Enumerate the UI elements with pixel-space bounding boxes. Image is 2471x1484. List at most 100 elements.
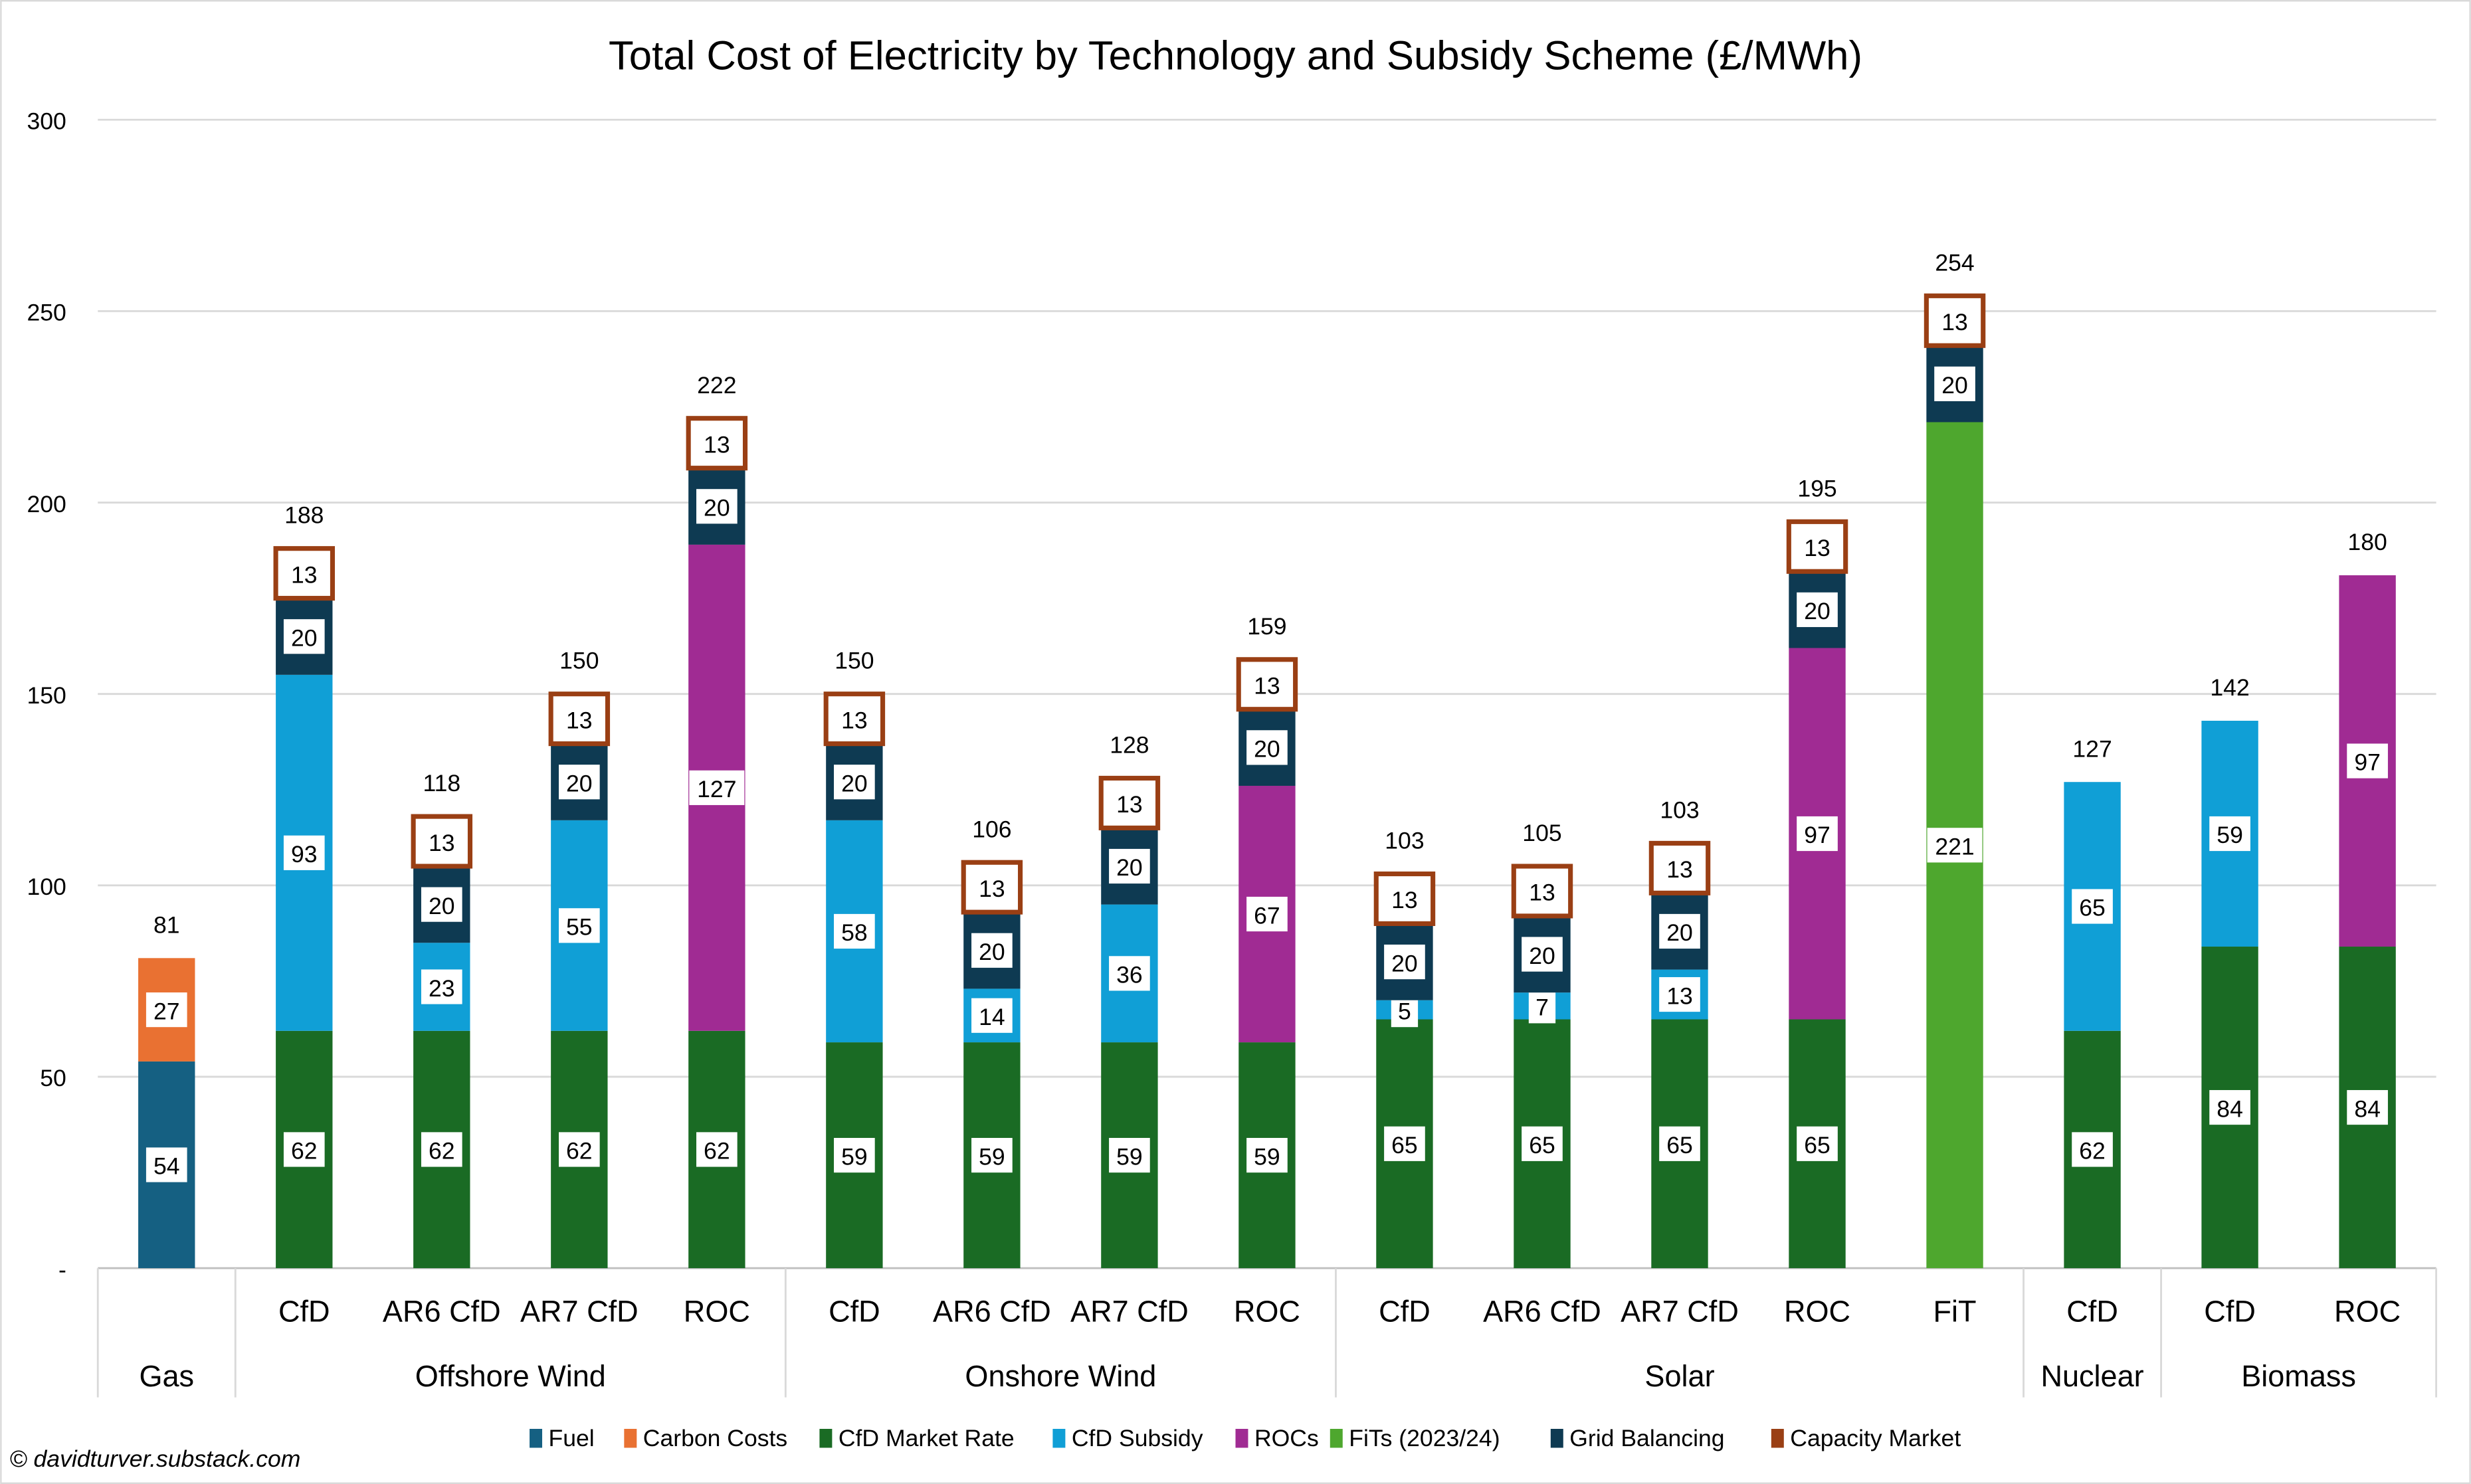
data-label: 20 — [704, 495, 730, 521]
data-label: 84 — [2217, 1095, 2243, 1122]
data-label-box — [1659, 1126, 1700, 1161]
data-label: 127 — [697, 776, 736, 802]
data-label: 13 — [1116, 791, 1143, 818]
data-label: 65 — [1804, 1132, 1830, 1159]
total-label: 222 — [697, 372, 736, 399]
data-label-box — [696, 1132, 738, 1167]
data-label: 13 — [1804, 535, 1830, 561]
data-label: 20 — [1941, 372, 1968, 399]
legend-swatch — [819, 1428, 833, 1448]
total-label: 188 — [284, 502, 324, 529]
legend-label: FiTs (2023/24) — [1349, 1425, 1500, 1451]
group-label: Nuclear — [2040, 1359, 2143, 1393]
data-label: 58 — [841, 919, 868, 946]
data-label: 62 — [2079, 1138, 2106, 1164]
legend-swatch — [1550, 1428, 1563, 1448]
data-label-box — [1659, 913, 1700, 949]
data-label-box — [689, 770, 745, 805]
x-tick-label: CfD — [1379, 1295, 1431, 1329]
total-label: 105 — [1522, 820, 1561, 846]
x-tick-label: AR7 CfD — [1621, 1295, 1739, 1329]
chart-title: Total Cost of Electricity by Technology … — [609, 33, 1862, 78]
bar-stack: 84 97 180 — [2339, 529, 2396, 1269]
data-label: 97 — [2354, 749, 2381, 776]
data-label-box — [2072, 889, 2113, 924]
data-label-box — [1659, 976, 1700, 1012]
data-label-box — [1797, 592, 1838, 627]
data-label-box — [2209, 816, 2250, 852]
total-label: 128 — [1110, 732, 1149, 759]
data-label-box — [1246, 896, 1288, 932]
legend-item: Fuel — [530, 1425, 595, 1451]
bar-segment — [1511, 864, 1573, 919]
bars: 5427816293201318862232013118625520131506… — [138, 249, 2396, 1269]
data-label: 67 — [1254, 902, 1280, 929]
legend-label: ROCs — [1254, 1425, 1319, 1451]
x-tick-label: AR6 CfD — [1483, 1295, 1601, 1329]
legend-swatch — [530, 1428, 543, 1448]
legend-swatch — [1771, 1428, 1784, 1448]
bar-stack: 59 14 20 13 106 — [961, 816, 1023, 1269]
bar-stack: 62 127 20 13 222 — [686, 372, 748, 1269]
total-label: 103 — [1660, 796, 1699, 823]
data-label: 36 — [1116, 962, 1143, 988]
data-label: 97 — [1804, 822, 1830, 848]
y-axis-ticks: - 50 100 150 200 250 300 — [27, 108, 66, 1283]
x-tick-label: ROC — [1784, 1295, 1850, 1329]
x-tick-label: CfD — [2066, 1295, 2118, 1329]
bar-stack: 221 20 13 254 — [1924, 249, 1986, 1269]
total-label: 254 — [1935, 249, 1974, 276]
data-label: 13 — [1529, 880, 1555, 906]
data-label: 20 — [1391, 950, 1418, 976]
legend-swatch — [1052, 1428, 1066, 1448]
bar-segment — [411, 814, 473, 869]
data-label-box — [558, 765, 600, 800]
footer-credit: © davidturver.substack.com — [9, 1445, 300, 1472]
gridlines — [98, 118, 2436, 1269]
data-label: 62 — [429, 1138, 455, 1164]
bar-stack: 65 97 20 13 195 — [1786, 475, 1848, 1269]
x-tick-label: CfD — [829, 1295, 880, 1329]
bar-segment — [548, 692, 611, 747]
bar-segment — [273, 546, 336, 601]
data-label: 20 — [291, 624, 318, 651]
data-label: 59 — [1116, 1143, 1143, 1170]
legend-item: CfD Market Rate — [819, 1425, 1015, 1451]
bar-stack: 54 27 81 — [138, 911, 195, 1269]
data-label-box — [2072, 1132, 2113, 1167]
data-label-box — [421, 887, 462, 922]
total-label: 127 — [2072, 735, 2112, 762]
data-label: 5 — [1398, 998, 1411, 1024]
legend-item: Grid Balancing — [1550, 1425, 1725, 1451]
bar-segment — [823, 692, 886, 747]
total-label: 106 — [972, 816, 1011, 842]
legend-label: CfD Market Rate — [839, 1425, 1015, 1451]
legend-item: FiTs (2023/24) — [1330, 1425, 1500, 1451]
bar-stack: 59 67 20 13 159 — [1236, 613, 1298, 1269]
bar-stack: 59 36 20 13 128 — [1098, 732, 1161, 1269]
bar-stack: 65 5 20 13 103 — [1373, 828, 1436, 1269]
data-label-box — [146, 1147, 187, 1182]
data-label: 13 — [291, 561, 318, 588]
legend-item: CfD Subsidy — [1052, 1425, 1203, 1451]
bar-stack: 65 7 20 13 105 — [1511, 820, 1573, 1269]
data-label: 20 — [1666, 919, 1693, 946]
legend: Fuel Carbon Costs CfD Market Rate CfD Subsi… — [530, 1425, 1961, 1451]
total-label: 150 — [835, 648, 874, 674]
data-label-box — [2347, 743, 2388, 779]
data-label: 62 — [566, 1138, 593, 1164]
total-label: 103 — [1385, 828, 1424, 854]
data-label: 54 — [153, 1153, 180, 1180]
bar-segment — [1373, 871, 1436, 926]
legend-item: ROCs — [1235, 1425, 1319, 1451]
legend-label: Capacity Market — [1790, 1425, 1961, 1451]
data-label-box — [1522, 937, 1563, 972]
data-label-box — [1109, 956, 1150, 991]
data-label-box — [2347, 1089, 2388, 1125]
data-label: 65 — [1666, 1132, 1693, 1159]
data-label: 13 — [1391, 887, 1418, 913]
data-label: 14 — [979, 1004, 1005, 1030]
total-label: 180 — [2347, 529, 2387, 555]
data-label: 65 — [2079, 895, 2106, 921]
